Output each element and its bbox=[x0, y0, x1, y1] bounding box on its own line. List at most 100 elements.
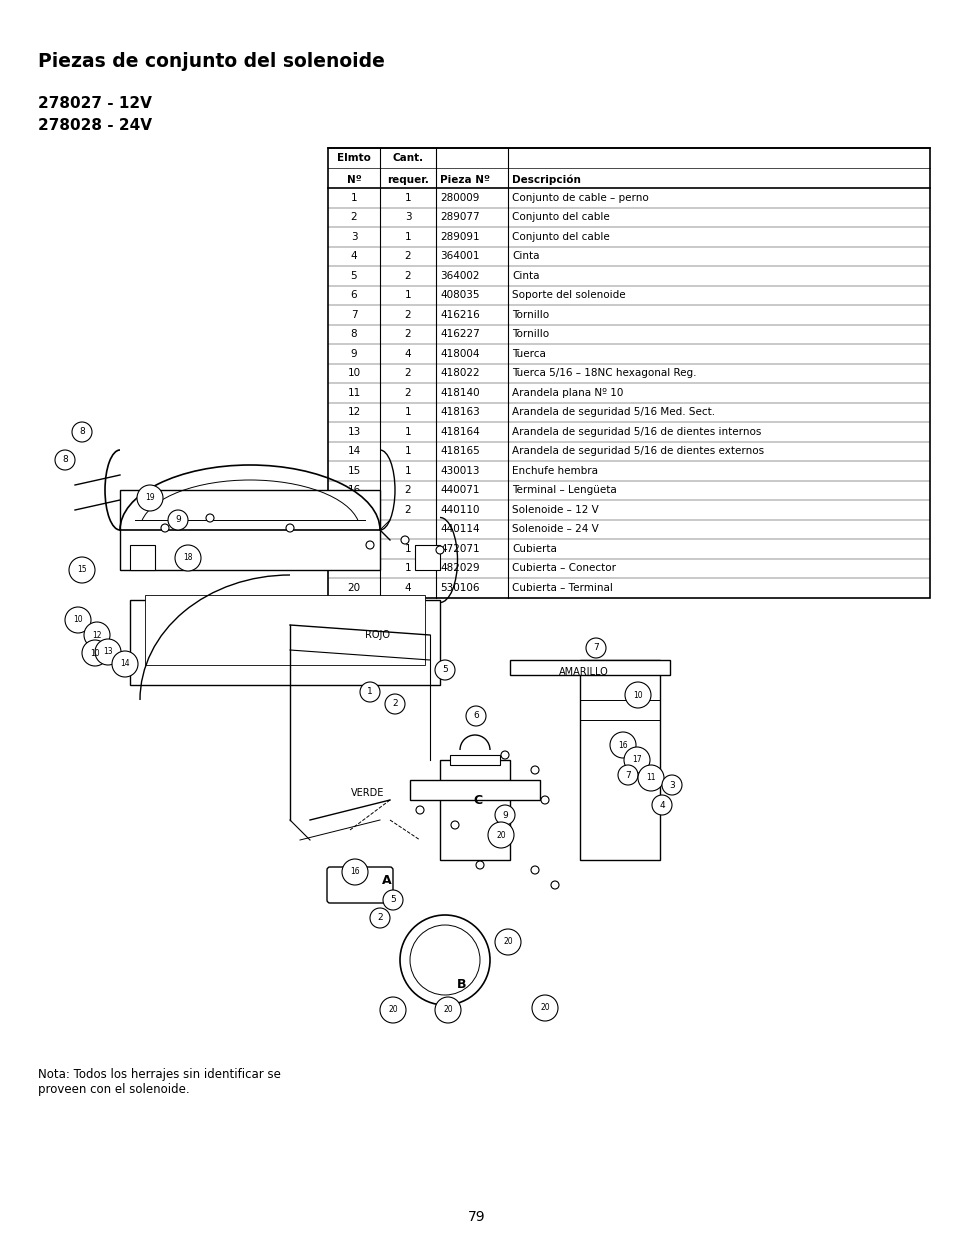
Text: requer.: requer. bbox=[387, 175, 429, 185]
Text: Arandela de seguridad 5/16 Med. Sect.: Arandela de seguridad 5/16 Med. Sect. bbox=[512, 408, 715, 417]
Text: 3: 3 bbox=[668, 781, 674, 789]
Circle shape bbox=[341, 860, 368, 885]
Text: 20: 20 bbox=[502, 937, 513, 946]
Circle shape bbox=[495, 805, 515, 825]
Circle shape bbox=[488, 823, 514, 848]
Text: 416227: 416227 bbox=[439, 330, 479, 340]
Circle shape bbox=[436, 546, 443, 555]
Text: 19: 19 bbox=[347, 563, 360, 573]
Text: 9: 9 bbox=[175, 515, 181, 525]
Circle shape bbox=[359, 682, 379, 701]
Text: Cubierta – Conector: Cubierta – Conector bbox=[512, 563, 616, 573]
Circle shape bbox=[638, 764, 663, 790]
Text: 10: 10 bbox=[633, 690, 642, 699]
Text: 1: 1 bbox=[404, 408, 411, 417]
Text: Cubierta – Terminal: Cubierta – Terminal bbox=[512, 583, 612, 593]
Circle shape bbox=[416, 806, 423, 814]
Text: 289077: 289077 bbox=[439, 212, 479, 222]
Circle shape bbox=[435, 997, 460, 1023]
Circle shape bbox=[174, 545, 201, 571]
Text: Arandela de seguridad 5/16 de dientes externos: Arandela de seguridad 5/16 de dientes ex… bbox=[512, 446, 763, 456]
Text: 6: 6 bbox=[473, 711, 478, 720]
Circle shape bbox=[495, 929, 520, 955]
Text: Conjunto del cable: Conjunto del cable bbox=[512, 232, 609, 242]
Text: 1: 1 bbox=[404, 446, 411, 456]
Text: 9: 9 bbox=[501, 810, 507, 820]
Bar bbox=[120, 490, 379, 571]
Circle shape bbox=[465, 706, 485, 726]
Text: 1: 1 bbox=[367, 688, 373, 697]
Text: Arandela plana Nº 10: Arandela plana Nº 10 bbox=[512, 388, 622, 398]
Circle shape bbox=[168, 510, 188, 530]
Text: 1: 1 bbox=[404, 193, 411, 203]
Bar bbox=[450, 755, 499, 764]
Text: 440071: 440071 bbox=[439, 485, 479, 495]
Text: 278027 - 12V: 278027 - 12V bbox=[38, 96, 152, 111]
Text: 1: 1 bbox=[404, 290, 411, 300]
Text: 278028 - 24V: 278028 - 24V bbox=[38, 119, 152, 133]
Text: Arandela de seguridad 5/16 de dientes internos: Arandela de seguridad 5/16 de dientes in… bbox=[512, 427, 760, 437]
Text: 2: 2 bbox=[404, 485, 411, 495]
Text: 16: 16 bbox=[350, 867, 359, 877]
Text: 2: 2 bbox=[404, 330, 411, 340]
Circle shape bbox=[609, 732, 636, 758]
Circle shape bbox=[82, 640, 108, 666]
Circle shape bbox=[585, 638, 605, 658]
Text: Tornillo: Tornillo bbox=[512, 330, 549, 340]
Circle shape bbox=[95, 638, 121, 664]
Circle shape bbox=[400, 536, 409, 543]
Text: 10: 10 bbox=[91, 648, 100, 657]
Text: 11: 11 bbox=[645, 773, 655, 783]
Circle shape bbox=[532, 995, 558, 1021]
Text: Nota: Todos los herrajes sin identificar se
proveen con el solenoide.: Nota: Todos los herrajes sin identificar… bbox=[38, 1068, 280, 1095]
Circle shape bbox=[500, 751, 509, 760]
Text: Piezas de conjunto del solenoide: Piezas de conjunto del solenoide bbox=[38, 52, 384, 70]
Text: 20: 20 bbox=[539, 1004, 549, 1013]
Text: 17: 17 bbox=[632, 756, 641, 764]
Circle shape bbox=[624, 682, 650, 708]
Circle shape bbox=[476, 861, 483, 869]
Circle shape bbox=[55, 450, 75, 471]
Bar bbox=[415, 545, 439, 571]
Text: AMARILLO: AMARILLO bbox=[558, 667, 608, 677]
Text: 17: 17 bbox=[347, 505, 360, 515]
Text: 418022: 418022 bbox=[439, 368, 479, 378]
Text: 13: 13 bbox=[103, 647, 112, 657]
Text: 1: 1 bbox=[404, 543, 411, 553]
Circle shape bbox=[540, 797, 548, 804]
Text: 12: 12 bbox=[92, 631, 102, 640]
Text: 16: 16 bbox=[347, 485, 360, 495]
Text: 3: 3 bbox=[404, 212, 411, 222]
Text: 14: 14 bbox=[120, 659, 130, 668]
Text: 16: 16 bbox=[618, 741, 627, 750]
Text: Nº: Nº bbox=[346, 175, 361, 185]
Text: Soporte del solenoide: Soporte del solenoide bbox=[512, 290, 625, 300]
Text: Terminal – Lengüeta: Terminal – Lengüeta bbox=[512, 485, 616, 495]
Text: 10: 10 bbox=[73, 615, 83, 625]
Bar bbox=[510, 659, 669, 676]
Text: 416216: 416216 bbox=[439, 310, 479, 320]
Bar bbox=[439, 760, 510, 860]
Text: 20: 20 bbox=[496, 830, 505, 840]
Circle shape bbox=[435, 659, 455, 680]
Circle shape bbox=[651, 795, 671, 815]
Text: Enchufe hembra: Enchufe hembra bbox=[512, 466, 598, 475]
Text: ROJO: ROJO bbox=[365, 630, 390, 640]
Text: Elmto: Elmto bbox=[336, 153, 371, 163]
Text: 364002: 364002 bbox=[439, 270, 479, 280]
Text: Descripción: Descripción bbox=[512, 174, 580, 185]
Text: 530106: 530106 bbox=[439, 583, 479, 593]
Circle shape bbox=[618, 764, 638, 785]
Text: 18: 18 bbox=[183, 553, 193, 562]
Text: Solenoide – 12 V: Solenoide – 12 V bbox=[512, 505, 598, 515]
Text: 482029: 482029 bbox=[439, 563, 479, 573]
Text: 418140: 418140 bbox=[439, 388, 479, 398]
Bar bbox=[579, 659, 659, 860]
Text: 7: 7 bbox=[593, 643, 598, 652]
Text: 14: 14 bbox=[347, 446, 360, 456]
Circle shape bbox=[69, 557, 95, 583]
Text: 418004: 418004 bbox=[439, 348, 479, 358]
Text: 19: 19 bbox=[145, 494, 154, 503]
Circle shape bbox=[623, 747, 649, 773]
Text: 418164: 418164 bbox=[439, 427, 479, 437]
